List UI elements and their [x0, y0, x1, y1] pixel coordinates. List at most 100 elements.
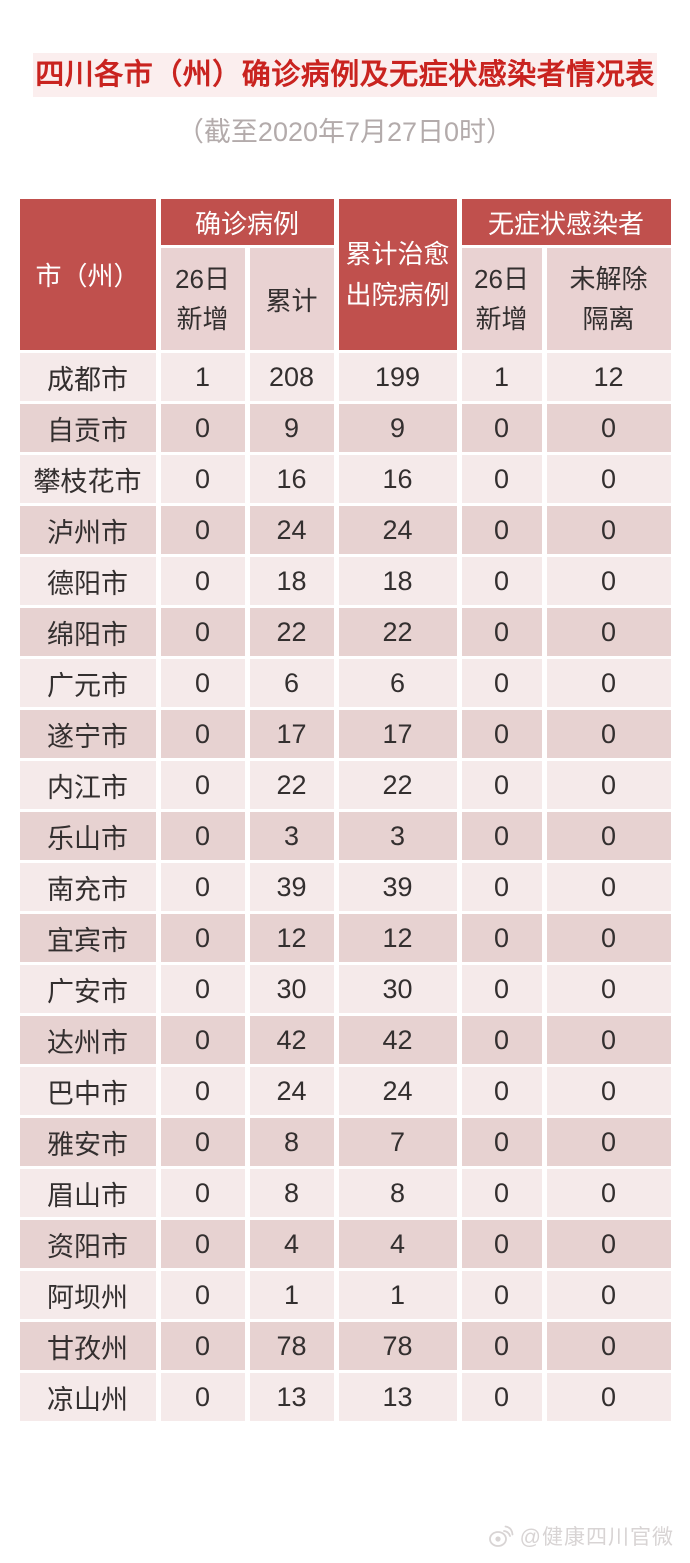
- value-cell: 0: [461, 1271, 542, 1319]
- value-cell: 0: [461, 608, 542, 656]
- value-cell: 0: [461, 914, 542, 962]
- header-asymptomatic-new: 26日 新增: [461, 248, 542, 350]
- city-cell: 南充市: [19, 863, 156, 911]
- value-cell: 0: [461, 1118, 542, 1166]
- value-cell: 24: [338, 506, 457, 554]
- value-cell: 0: [160, 1271, 245, 1319]
- value-cell: 0: [461, 404, 542, 452]
- value-cell: 78: [338, 1322, 457, 1370]
- value-cell: 24: [249, 1067, 334, 1115]
- value-cell: 0: [160, 608, 245, 656]
- value-cell: 0: [461, 557, 542, 605]
- value-cell: 0: [160, 1169, 245, 1217]
- city-cell: 雅安市: [19, 1118, 156, 1166]
- value-cell: 0: [546, 812, 671, 860]
- header-confirmed-new: 26日 新增: [160, 248, 245, 350]
- value-cell: 24: [249, 506, 334, 554]
- city-cell: 乐山市: [19, 812, 156, 860]
- value-cell: 0: [160, 1373, 245, 1421]
- city-cell: 攀枝花市: [19, 455, 156, 503]
- value-cell: 42: [338, 1016, 457, 1064]
- value-cell: 0: [461, 1067, 542, 1115]
- watermark: @健康四川官微: [487, 1521, 674, 1551]
- table-row: 德阳市 0 18 18 0 0: [19, 557, 671, 605]
- value-cell: 0: [160, 404, 245, 452]
- value-cell: 0: [160, 1220, 245, 1268]
- value-cell: 0: [546, 455, 671, 503]
- city-cell: 甘孜州: [19, 1322, 156, 1370]
- city-cell: 自贡市: [19, 404, 156, 452]
- city-cell: 遂宁市: [19, 710, 156, 758]
- table-row: 自贡市 0 9 9 0 0: [19, 404, 671, 452]
- city-cell: 眉山市: [19, 1169, 156, 1217]
- page-subtitle: （截至2020年7月27日0时）: [176, 117, 514, 147]
- value-cell: 0: [461, 1220, 542, 1268]
- table-row: 资阳市 0 4 4 0 0: [19, 1220, 671, 1268]
- table-row: 遂宁市 0 17 17 0 0: [19, 710, 671, 758]
- value-cell: 0: [461, 1373, 542, 1421]
- value-cell: 22: [249, 608, 334, 656]
- table-row: 甘孜州 0 78 78 0 0: [19, 1322, 671, 1370]
- value-cell: 199: [338, 353, 457, 401]
- value-cell: 42: [249, 1016, 334, 1064]
- value-cell: 0: [160, 965, 245, 1013]
- table-row: 成都市 1 208 199 1 12: [19, 353, 671, 401]
- city-cell: 内江市: [19, 761, 156, 809]
- value-cell: 0: [546, 1118, 671, 1166]
- header-group-row: 市（州） 确诊病例 累计治愈 出院病例 无症状感染者: [19, 199, 671, 350]
- value-cell: 9: [249, 404, 334, 452]
- value-cell: 1: [461, 353, 542, 401]
- table-row: 乐山市 0 3 3 0 0: [19, 812, 671, 860]
- page: { "title": { "text": "四川各市（州）确诊病例及无症状感染者…: [0, 53, 690, 1563]
- cases-table: 市（州） 确诊病例 累计治愈 出院病例 无症状感染者 26日 新增 累计 26日…: [15, 196, 676, 1424]
- value-cell: 22: [338, 761, 457, 809]
- value-cell: 0: [160, 455, 245, 503]
- value-cell: 0: [546, 659, 671, 707]
- value-cell: 4: [338, 1220, 457, 1268]
- value-cell: 13: [249, 1373, 334, 1421]
- value-cell: 0: [546, 761, 671, 809]
- value-cell: 0: [461, 863, 542, 911]
- city-cell: 阿坝州: [19, 1271, 156, 1319]
- value-cell: 13: [338, 1373, 457, 1421]
- value-cell: 1: [160, 353, 245, 401]
- value-cell: 0: [546, 1322, 671, 1370]
- value-cell: 3: [338, 812, 457, 860]
- table-header: 市（州） 确诊病例 累计治愈 出院病例 无症状感染者 26日 新增 累计 26日…: [19, 199, 671, 350]
- table-row: 凉山州 0 13 13 0 0: [19, 1373, 671, 1421]
- value-cell: 0: [546, 404, 671, 452]
- header-city: 市（州）: [19, 199, 156, 350]
- value-cell: 7: [338, 1118, 457, 1166]
- value-cell: 1: [249, 1271, 334, 1319]
- value-cell: 0: [160, 1322, 245, 1370]
- table-row: 泸州市 0 24 24 0 0: [19, 506, 671, 554]
- city-cell: 宜宾市: [19, 914, 156, 962]
- value-cell: 0: [160, 506, 245, 554]
- value-cell: 18: [249, 557, 334, 605]
- value-cell: 6: [338, 659, 457, 707]
- header-sub-row: 26日 新增 累计 26日 新增 未解除 隔离: [20, 248, 671, 350]
- page-title: 四川各市（州）确诊病例及无症状感染者情况表: [33, 53, 657, 97]
- city-cell: 广安市: [19, 965, 156, 1013]
- table-row: 绵阳市 0 22 22 0 0: [19, 608, 671, 656]
- value-cell: 0: [546, 557, 671, 605]
- city-cell: 巴中市: [19, 1067, 156, 1115]
- value-cell: 24: [338, 1067, 457, 1115]
- watermark-text: @健康四川官微: [519, 1526, 674, 1549]
- value-cell: 30: [249, 965, 334, 1013]
- value-cell: 0: [461, 1016, 542, 1064]
- value-cell: 12: [338, 914, 457, 962]
- value-cell: 22: [338, 608, 457, 656]
- value-cell: 1: [338, 1271, 457, 1319]
- table-row: 广安市 0 30 30 0 0: [19, 965, 671, 1013]
- value-cell: 0: [160, 761, 245, 809]
- value-cell: 0: [546, 1067, 671, 1115]
- value-cell: 16: [338, 455, 457, 503]
- value-cell: 18: [338, 557, 457, 605]
- city-cell: 凉山州: [19, 1373, 156, 1421]
- table-body: 成都市 1 208 199 1 12 自贡市 0 9 9 0 0 攀枝花市 0 16 16 0 0 泸州市 0 24 24…: [19, 353, 671, 1421]
- table-row: 宜宾市 0 12 12 0 0: [19, 914, 671, 962]
- value-cell: 78: [249, 1322, 334, 1370]
- city-cell: 泸州市: [19, 506, 156, 554]
- value-cell: 8: [249, 1169, 334, 1217]
